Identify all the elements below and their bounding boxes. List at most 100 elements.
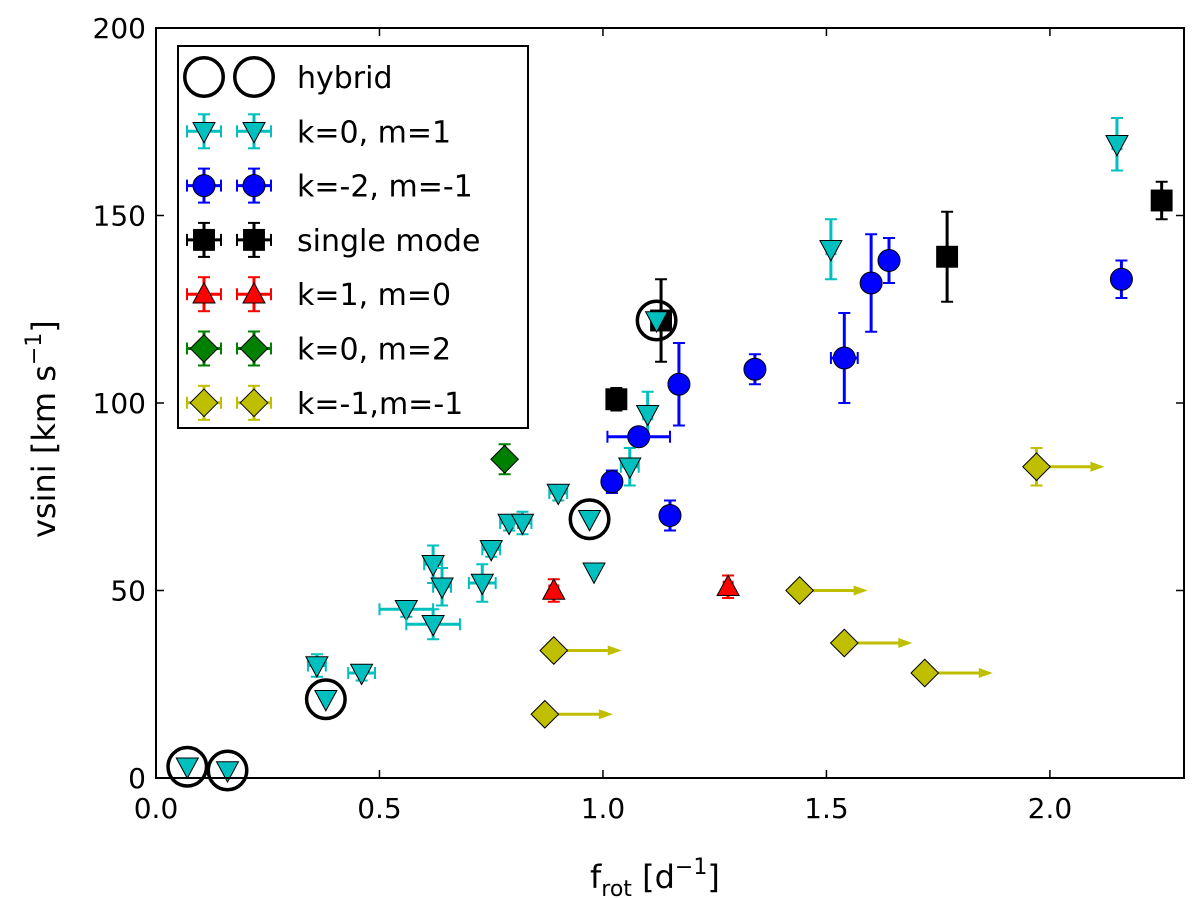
k-0-m-1-point-4 bbox=[349, 663, 374, 686]
legend-label-single-mode: single mode bbox=[297, 224, 480, 259]
legend: hybrid k=0, m=1 k=-2, m=-1 single mode k=1, … bbox=[177, 45, 529, 429]
k-0-m-1-point-15 bbox=[582, 562, 606, 585]
k-0-m-1-point-17 bbox=[635, 404, 660, 427]
legend-label-k-2-m-1: k=-2, m=-1 bbox=[297, 170, 473, 205]
legend-item-k-1-m-1: k=-1,m=-1 bbox=[186, 384, 463, 422]
k-0-m-1-point-12 bbox=[510, 513, 535, 536]
svg-text:vsini [km s−1]: vsini [km s−1] bbox=[22, 320, 63, 538]
k-2-m-1-point-7 bbox=[877, 249, 901, 272]
k-0-m-1-point-0 bbox=[175, 757, 200, 780]
single-mode-point-3 bbox=[1150, 189, 1173, 212]
k-1-m-1-limit-arrow-head-2 bbox=[853, 585, 868, 596]
legend-label-k-1-m-0: k=1, m=0 bbox=[297, 278, 451, 313]
k-1-m-1-point-2 bbox=[785, 576, 815, 605]
x-tick-label-3: 1.5 bbox=[804, 792, 849, 825]
legend-k-0-m-1-marker-1 bbox=[242, 122, 266, 144]
k-0-m-1-point-20 bbox=[1105, 134, 1129, 157]
k-0-m-1-point-18 bbox=[644, 311, 669, 334]
hybrid-point-2 bbox=[304, 678, 347, 721]
k-2-m-1-point-5 bbox=[832, 346, 856, 370]
hybrid-point-3 bbox=[568, 498, 611, 541]
single-mode-point-0 bbox=[605, 388, 628, 411]
x-axis-label: frot [d−1] bbox=[590, 855, 720, 898]
k-0-m-1-point-7 bbox=[421, 554, 445, 577]
k-0-m-1-point-9 bbox=[470, 573, 495, 596]
k-0-m-1-point-10 bbox=[479, 539, 504, 562]
k-1-m-1-limit-arrow-head-1 bbox=[607, 645, 622, 656]
legend-label-hybrid: hybrid bbox=[297, 61, 393, 96]
y-tick-label-1: 50 bbox=[110, 575, 146, 608]
series-k-1-m-0 bbox=[541, 574, 740, 603]
k-1-m-1-limit-arrow-head-4 bbox=[978, 668, 993, 678]
legend-item-hybrid: hybrid bbox=[183, 56, 393, 98]
legend-k-2-m-1-marker-0 bbox=[192, 174, 216, 198]
svg-text:frot [d−1]: frot [d−1] bbox=[590, 855, 720, 898]
k-2-m-1-point-0 bbox=[600, 470, 624, 494]
x-axis-label-unit: [d bbox=[632, 858, 675, 896]
k-2-m-1-point-4 bbox=[743, 357, 767, 381]
hybrid-point-1 bbox=[206, 749, 249, 792]
x-tick-label-1: 0.5 bbox=[357, 792, 402, 825]
legend-k-1-m-0-marker-0 bbox=[192, 281, 216, 304]
k-2-m-1-point-3 bbox=[667, 372, 691, 396]
k-0-m-1-point-16 bbox=[617, 457, 642, 480]
k-0-m-2-point-0 bbox=[490, 444, 520, 474]
k-2-m-1-point-2 bbox=[658, 504, 682, 527]
k-2-m-1-point-6 bbox=[859, 271, 883, 295]
y-axis-label-exponent: −1 bbox=[22, 333, 47, 365]
legend-item-k-0-m-2: k=0, m=2 bbox=[186, 330, 451, 368]
y-axis-label-close: ] bbox=[25, 320, 63, 332]
k-1-m-1-point-5 bbox=[1022, 452, 1051, 482]
k-0-m-1-point-6 bbox=[421, 614, 445, 637]
legend-k-1-m-0-marker-1 bbox=[242, 281, 266, 304]
legend-k-2-m-1-marker-1 bbox=[242, 174, 266, 198]
legend-k-1-m-1-marker-0 bbox=[189, 388, 219, 418]
k-2-m-1-point-8 bbox=[1109, 267, 1133, 291]
legend-hybrid-marker-1 bbox=[233, 56, 275, 98]
axes: 0.0 0.5 1.0 1.5 2.0 0 50 100 150 200 bbox=[93, 12, 1184, 825]
k-1-m-1-point-1 bbox=[539, 636, 569, 665]
legend-label-k-1-m-1: k=-1,m=-1 bbox=[297, 387, 463, 422]
legend-label-k-0-m-2: k=0, m=2 bbox=[297, 333, 451, 368]
legend-single-mode-marker-1 bbox=[243, 228, 265, 251]
y-tick-label-2: 100 bbox=[93, 387, 146, 420]
series-k-0-m-2 bbox=[490, 443, 520, 476]
y-axis-label: vsini [km s−1] bbox=[22, 320, 63, 538]
k-1-m-1-point-4 bbox=[910, 658, 940, 688]
x-tick-label-2: 1.0 bbox=[581, 792, 626, 825]
x-tick-label-0: 0.0 bbox=[134, 792, 179, 825]
k-1-m-1-point-3 bbox=[829, 628, 859, 658]
k-0-m-1-point-19 bbox=[819, 239, 843, 262]
y-tick-label-4: 200 bbox=[93, 12, 146, 45]
k-0-m-1-point-3 bbox=[314, 689, 338, 712]
k-0-m-1-point-13 bbox=[546, 483, 571, 506]
legend-k-0-m-1-marker-0 bbox=[192, 122, 216, 144]
legend-item-k-1-m-0: k=1, m=0 bbox=[186, 276, 451, 313]
legend-hybrid-marker-0 bbox=[183, 56, 225, 98]
x-axis-label-sub: rot bbox=[601, 877, 632, 898]
x-axis-label-exponent: −1 bbox=[675, 855, 707, 880]
y-tick-label-3: 150 bbox=[93, 200, 146, 233]
series-k-1-m-1 bbox=[530, 447, 1105, 729]
x-axis-label-main: f bbox=[590, 858, 602, 896]
k-1-m-0-point-0 bbox=[541, 577, 566, 600]
series-k-2-m-1 bbox=[600, 233, 1133, 532]
k-1-m-1-limit-arrow-head-5 bbox=[1090, 461, 1105, 472]
x-axis-label-close: ] bbox=[707, 858, 719, 896]
k-0-m-1-point-2 bbox=[305, 656, 329, 679]
x-tick-label-4: 2.0 bbox=[1028, 792, 1073, 825]
legend-label-k-0-m-1: k=0, m=1 bbox=[297, 115, 451, 150]
k-2-m-1-point-1 bbox=[627, 425, 651, 449]
y-tick-label-0: 0 bbox=[128, 762, 146, 795]
data-marks bbox=[166, 117, 1173, 792]
k-0-m-1-point-8 bbox=[430, 577, 454, 600]
k-0-m-1-point-14 bbox=[577, 509, 602, 532]
legend-single-mode-marker-0 bbox=[193, 228, 215, 251]
k-1-m-0-point-1 bbox=[716, 574, 740, 597]
hybrid-point-0 bbox=[166, 745, 209, 788]
series-single-mode bbox=[605, 180, 1173, 412]
legend-item-single-mode: single mode bbox=[186, 221, 480, 259]
k-1-m-1-limit-arrow-head-0 bbox=[598, 709, 613, 720]
legend-k-1-m-1-marker-1 bbox=[239, 388, 269, 418]
